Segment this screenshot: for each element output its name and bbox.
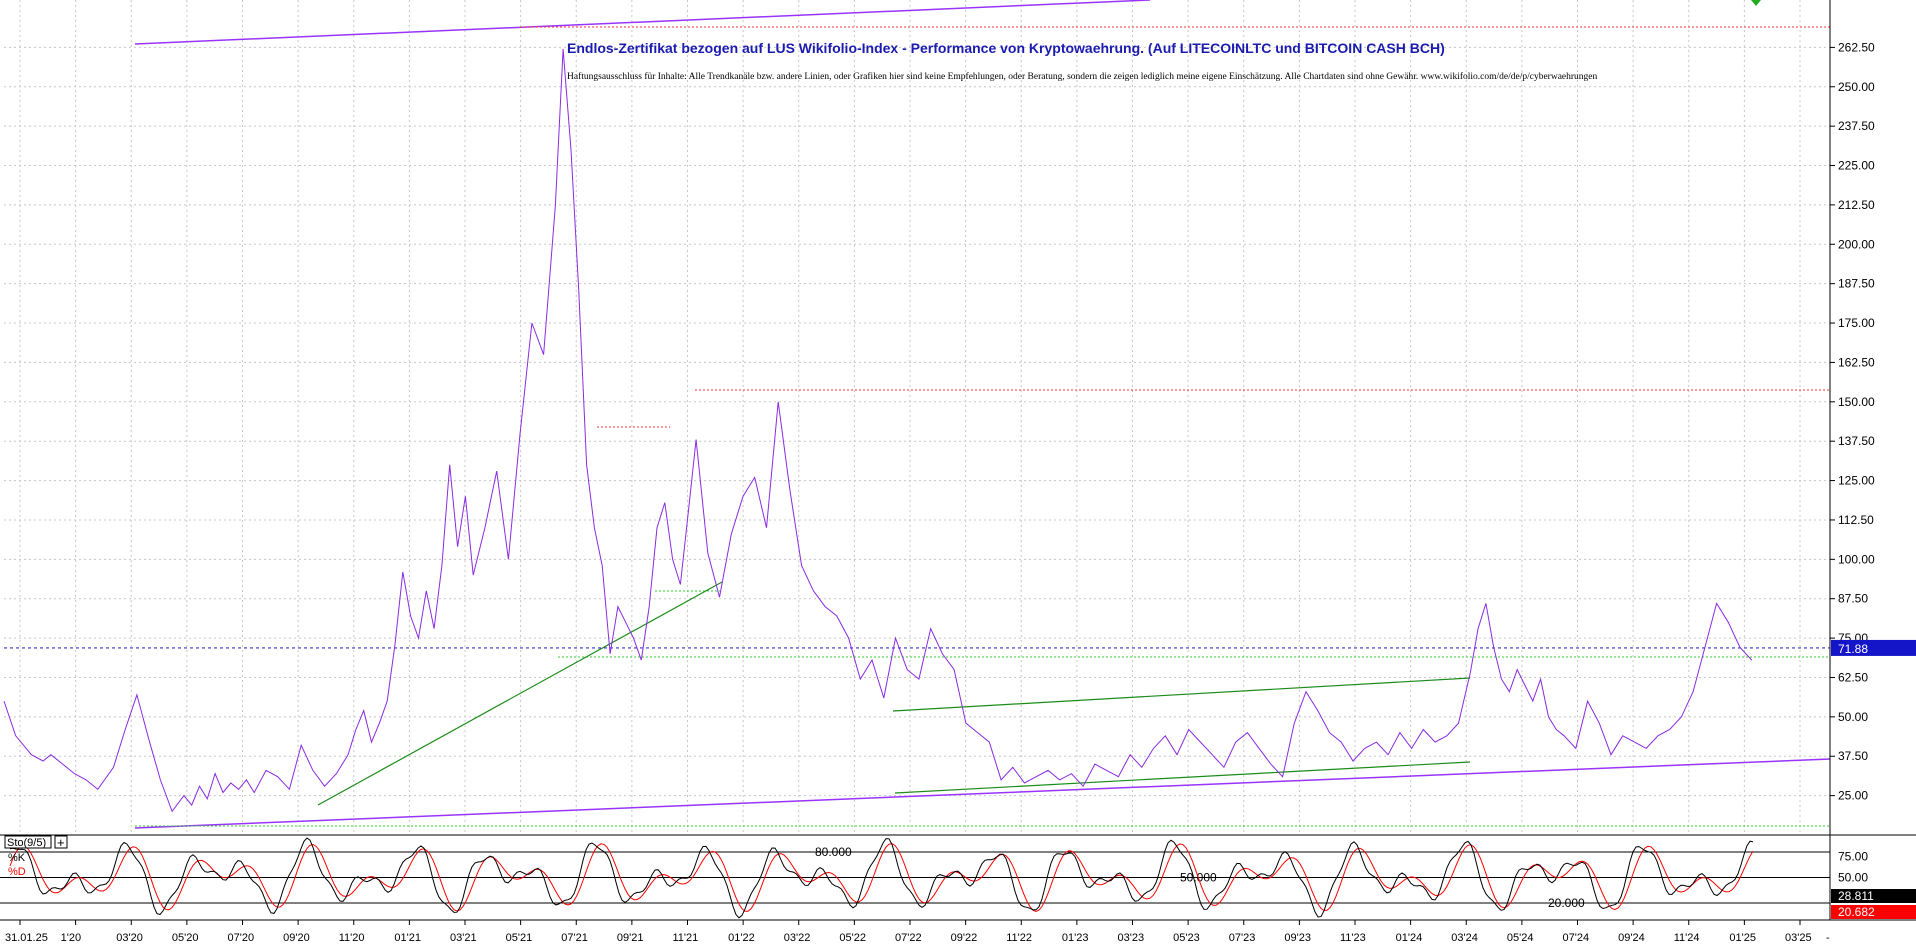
x-tick-label: 03'20 bbox=[116, 932, 143, 944]
x-tick-label: 05'20 bbox=[172, 932, 199, 944]
x-axis-scroll: - bbox=[1826, 932, 1830, 944]
marker-arrow bbox=[1751, 0, 1761, 6]
trendline-lower bbox=[134, 758, 1831, 829]
y-tick-label: 25.00 bbox=[1838, 789, 1868, 803]
x-tick-label: 07'23 bbox=[1229, 932, 1256, 944]
trendline-green bbox=[894, 761, 1471, 794]
y-tick-label: 125.00 bbox=[1838, 474, 1875, 488]
x-tick-label: 03'24 bbox=[1451, 932, 1478, 944]
y-tick-label: 100.00 bbox=[1838, 552, 1875, 566]
x-axis: 31.01.25 1'20 03'20 05'20 07'20 09'20 11'20 01'… bbox=[0, 919, 1916, 944]
x-tick-label: 03'21 bbox=[450, 932, 477, 944]
y-tick-label: 225.00 bbox=[1838, 159, 1875, 173]
x-tick-label: 01'24 bbox=[1396, 932, 1423, 944]
trendlines bbox=[4, 0, 1831, 829]
last-value-label: 71.88 bbox=[1838, 642, 1868, 656]
y-tick-label: 87.50 bbox=[1838, 592, 1868, 606]
chart-title: Endlos-Zertifikat bezogen auf LUS Wikifo… bbox=[567, 40, 1445, 56]
y-tick-label: 162.50 bbox=[1838, 355, 1875, 369]
stoch-d-label: %D bbox=[8, 866, 26, 878]
x-tick-label: 07'20 bbox=[228, 932, 255, 944]
x-tick-label: 05'24 bbox=[1507, 932, 1534, 944]
price-line bbox=[3, 48, 1753, 813]
stoch-label: Sto(9/5) bbox=[7, 837, 46, 849]
y-tick-label: 50.00 bbox=[1838, 710, 1868, 724]
x-tick-label: 03'23 bbox=[1118, 932, 1145, 944]
plus-icon: + bbox=[57, 835, 65, 850]
stoch-level-label: 80.000 bbox=[815, 845, 852, 859]
stoch-y-tick: 50.00 bbox=[1838, 871, 1868, 885]
last-value-tag bbox=[1831, 639, 1916, 656]
x-tick-label: 09'21 bbox=[617, 932, 644, 944]
chart-subtitle: Haftungsausschluss für Inhalte: Alle Tre… bbox=[567, 71, 1598, 82]
x-tick-label: 11'22 bbox=[1006, 932, 1032, 944]
x-tick-label: 09'20 bbox=[283, 932, 310, 944]
y-tick-label: 150.00 bbox=[1838, 395, 1875, 409]
x-tick-label: 05'23 bbox=[1173, 932, 1200, 944]
stoch-d-line bbox=[9, 843, 1754, 912]
y-tick-label: 62.50 bbox=[1838, 670, 1868, 684]
x-tick-label: 05'22 bbox=[839, 932, 866, 944]
stoch-k-value: 28.811 bbox=[1838, 889, 1874, 903]
y-tick-label: 112.50 bbox=[1838, 513, 1874, 527]
x-tick-label: 07'24 bbox=[1563, 932, 1590, 944]
price-series bbox=[3, 48, 1753, 813]
stoch-k-tag bbox=[1831, 889, 1916, 903]
x-tick-label: 11'21 bbox=[673, 932, 699, 944]
stoch-label-box bbox=[4, 835, 52, 849]
trendline-green bbox=[317, 581, 723, 806]
y-tick-label: 262.50 bbox=[1838, 40, 1875, 54]
x-tick-label: 11'24 bbox=[1674, 932, 1700, 944]
x-tick-label: 07'22 bbox=[895, 932, 922, 944]
x-tick-label: 31.01.25 bbox=[5, 932, 48, 944]
x-tick-label: 09'24 bbox=[1618, 932, 1645, 944]
stoch-d-value: 20.682 bbox=[1838, 905, 1875, 919]
stoch-k-label: %K bbox=[8, 852, 26, 864]
y-tick-label: 137.50 bbox=[1838, 434, 1875, 448]
y-tick-label: 250.00 bbox=[1838, 80, 1875, 94]
x-tick-label: 01'22 bbox=[728, 932, 755, 944]
y-tick-label: 237.50 bbox=[1838, 119, 1875, 133]
x-tick-label: 1'20 bbox=[61, 932, 81, 944]
x-tick-label: 09'22 bbox=[951, 932, 978, 944]
x-tick-label: 01'23 bbox=[1062, 932, 1089, 944]
y-tick-label: 200.00 bbox=[1838, 237, 1875, 251]
y-tick-label: 37.50 bbox=[1838, 749, 1868, 763]
stoch-k-line bbox=[9, 837, 1754, 919]
stoch-d-tag bbox=[1831, 905, 1916, 919]
y-axis-main: 262.50 250.00 237.50 225.00 212.50 200.00 187.… bbox=[1751, 0, 1916, 835]
trendline-upper bbox=[134, 0, 1151, 45]
x-tick-label: 11'23 bbox=[1340, 932, 1366, 944]
x-tick-label: 01'21 bbox=[394, 932, 421, 944]
x-tick-label: 05'21 bbox=[506, 932, 533, 944]
x-tick-label: 11'20 bbox=[339, 932, 365, 944]
x-tick-label: 01'25 bbox=[1729, 932, 1756, 944]
stoch-level-label: 20.000 bbox=[1548, 896, 1585, 910]
trendline-green bbox=[892, 677, 1471, 712]
stoch-y-tick: 75.00 bbox=[1838, 849, 1868, 863]
grid bbox=[4, 0, 1830, 835]
y-tick-label: 187.50 bbox=[1838, 277, 1875, 291]
x-tick-label: 07'21 bbox=[561, 932, 588, 944]
y-tick-label: 175.00 bbox=[1838, 316, 1875, 330]
x-tick-label: 03'22 bbox=[784, 932, 811, 944]
x-tick-label: 03'25 bbox=[1785, 932, 1812, 944]
y-tick-label: 212.50 bbox=[1838, 198, 1875, 212]
x-tick-label: 09'23 bbox=[1284, 932, 1311, 944]
stoch-settings-icon bbox=[54, 835, 68, 849]
